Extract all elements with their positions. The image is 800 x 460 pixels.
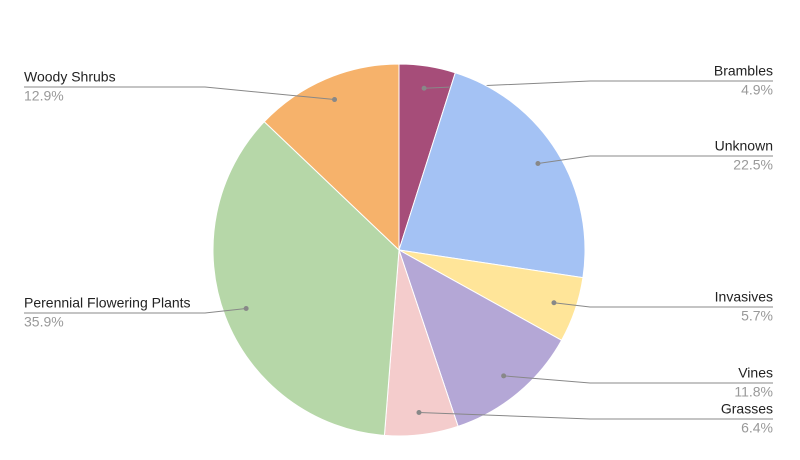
value-label: 12.9% <box>24 88 64 104</box>
slice-label: Vines <box>738 365 773 381</box>
leader-dot <box>243 306 249 312</box>
pie-slice <box>398 248 563 427</box>
slice-label: Brambles <box>714 63 773 79</box>
leader-line <box>503 375 773 384</box>
leader-dot <box>551 300 557 306</box>
value-label: 5.7% <box>741 308 773 324</box>
leader-line <box>24 308 247 314</box>
value-label: 6.4% <box>741 420 773 436</box>
slice-label: Grasses <box>721 401 773 417</box>
leader-line <box>418 411 773 420</box>
leader-dot <box>535 160 541 166</box>
slice-label: Unknown <box>715 138 773 154</box>
slice-label: Woody Shrubs <box>24 69 116 85</box>
pie-slice <box>398 72 586 279</box>
pie-slice <box>212 121 400 436</box>
leader-line <box>24 86 335 101</box>
value-label: 11.8% <box>734 384 773 400</box>
leader-dot <box>332 97 338 103</box>
leader-dot <box>501 373 507 379</box>
leader-line <box>553 302 773 308</box>
value-label: 22.5% <box>733 157 773 173</box>
slice-label: Perennial Flowering Plants <box>24 295 191 311</box>
leader-line <box>537 155 773 164</box>
value-label: 35.9% <box>24 314 64 330</box>
leader-dot <box>421 85 427 91</box>
value-label: 4.9% <box>741 82 773 98</box>
slice-label: Invasives <box>715 289 773 305</box>
leader-dot <box>416 409 422 415</box>
pie-slice <box>263 63 400 252</box>
